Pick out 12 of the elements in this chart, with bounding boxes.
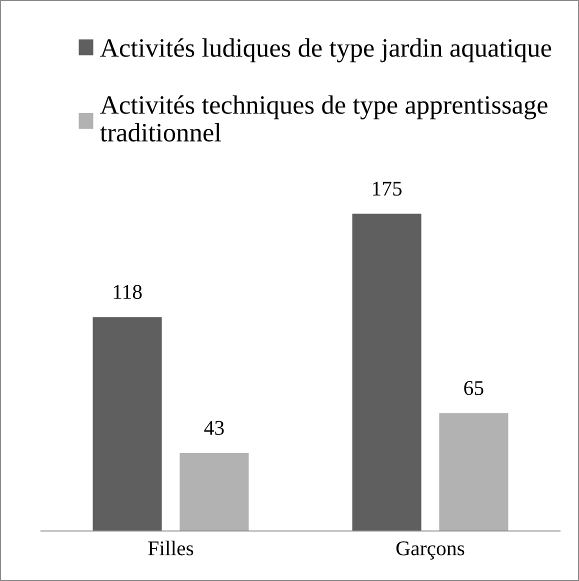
bar — [180, 453, 249, 531]
bar — [92, 317, 162, 531]
legend-label: Activités techniques de type apprentissage traditionnel — [100, 95, 548, 142]
data-label: 43 — [204, 420, 224, 435]
bar — [352, 214, 422, 531]
data-label: 118 — [114, 284, 142, 299]
legend-label: Activités ludiques de type jardin aquatique — [100, 38, 552, 62]
data-label: 175 — [372, 182, 402, 196]
x-tick-label: Garçons — [396, 541, 464, 560]
data-label: 65 — [464, 381, 484, 396]
bar — [439, 413, 508, 531]
x-tick-label: Filles — [148, 540, 194, 556]
